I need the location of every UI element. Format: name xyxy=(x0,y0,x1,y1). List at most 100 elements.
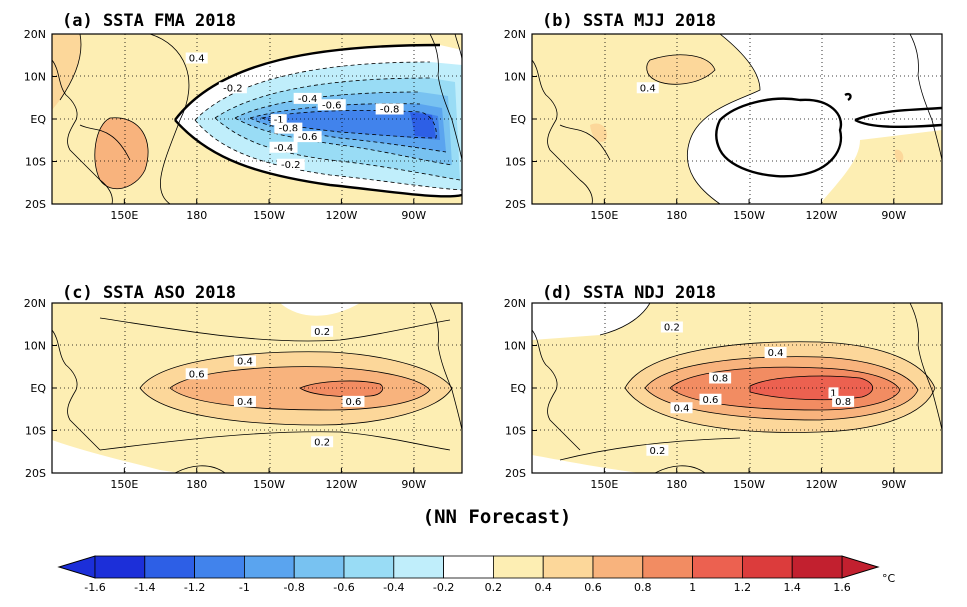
panel-d-lat-tick-label: EQ xyxy=(510,382,526,395)
colorbar-level-label: 0.6 xyxy=(584,581,602,594)
contour-label-bg xyxy=(276,158,305,170)
contour-label-bg xyxy=(828,387,839,399)
colorbar-level-label: -1 xyxy=(239,581,250,594)
contour-label: 0.2 xyxy=(314,327,330,338)
colorbar-swatch xyxy=(343,555,395,579)
contour-label: 0.4 xyxy=(768,348,784,359)
contour-label: -0.8 xyxy=(380,105,400,116)
contour-label: 0.6 xyxy=(346,397,362,408)
contour-label-bg xyxy=(293,131,322,143)
colorbar-low-arrow xyxy=(57,555,96,579)
contour-label-bg xyxy=(636,82,659,94)
panel-a-lat-tick-label: 20N xyxy=(24,28,46,41)
contour-label: 0.6 xyxy=(189,369,205,380)
colorbar-swatch xyxy=(542,555,594,579)
contour-label-bg xyxy=(832,395,855,407)
panel-d-lon-tick-label: 180 xyxy=(666,478,687,491)
panel-d-lon-tick-label: 90W xyxy=(881,478,906,491)
contour-label-bg xyxy=(709,372,732,384)
panel-a-lat-tick-label: EQ xyxy=(30,113,46,126)
contour-label-bg xyxy=(218,82,247,94)
contour-label-bg xyxy=(646,444,669,456)
panel-c-lat-tick-label: 20S xyxy=(25,467,46,480)
contour-label-bg xyxy=(342,395,365,407)
colorbar-level-label: -0.2 xyxy=(433,581,454,594)
contour-label: -1 xyxy=(274,115,284,126)
contour-label: -0.2 xyxy=(281,160,301,171)
panel-b-lon-tick-label: 180 xyxy=(666,209,687,222)
colorbar-swatch xyxy=(692,555,743,579)
panel-c-coastlines xyxy=(52,303,462,473)
forecast-caption: (NN Forecast) xyxy=(423,506,572,528)
panel-a-grid xyxy=(52,34,462,204)
contour-label-bg xyxy=(274,122,303,134)
panel-a-lon-tick-label: 150E xyxy=(110,209,138,222)
colorbar-unit-label: °C xyxy=(882,572,896,585)
panel-b-contours xyxy=(646,34,942,204)
contour-label: 0.2 xyxy=(649,446,665,457)
contour-label-bg xyxy=(233,355,256,367)
contour-label-bg xyxy=(270,114,287,126)
contour-label: 0.2 xyxy=(314,437,330,448)
panel-a-lon-tick-label: 120W xyxy=(325,209,357,222)
panel-b-lon-tick-label: 150E xyxy=(590,209,618,222)
panel-c xyxy=(51,302,463,474)
colorbar-swatch xyxy=(243,555,295,579)
colorbar-level-label: 0.4 xyxy=(534,581,552,594)
panel-b-lat-tick-label: 20S xyxy=(505,198,526,211)
panel-b-lat-tick-label: EQ xyxy=(510,113,526,126)
panel-d-title: (d) SSTA NDJ 2018 xyxy=(542,283,716,303)
panel-c-lat-tick-label: 20N xyxy=(24,297,46,310)
panel-a-lat-tick-label: 10N xyxy=(24,71,46,84)
colorbar-swatch xyxy=(393,555,444,579)
panel-c-lat-tick-label: 10S xyxy=(25,425,46,438)
panel-a-lon-tick-label: 90W xyxy=(401,209,426,222)
panel-a-lat-tick-label: 20S xyxy=(25,198,46,211)
contour-label-bg xyxy=(233,395,256,407)
contour-label: 1 xyxy=(830,388,836,399)
panel-b-lon-tick-label: 150W xyxy=(733,209,765,222)
contour-label: 0.6 xyxy=(703,395,719,406)
contour-label-bg xyxy=(699,393,722,405)
panel-b-coastlines xyxy=(532,34,942,204)
contour-label: 0.8 xyxy=(712,374,728,385)
contour-labels: 0.4-0.2-0.4-0.6 -0.8-1-0.8-0.6-0.4-0.20.4… xyxy=(185,52,855,457)
panel-d-grid xyxy=(532,303,942,473)
colorbar-swatch xyxy=(642,555,693,579)
panel-d-lat-tick-label: 20N xyxy=(504,297,526,310)
panel-d-lat-tick-label: 10S xyxy=(505,425,526,438)
colorbar-level-label: 1.6 xyxy=(833,581,851,594)
contour-label: -0.6 xyxy=(298,132,318,143)
colorbar-swatch xyxy=(742,555,793,579)
colorbar-swatch xyxy=(443,555,494,579)
colorbar-level-label: 1.4 xyxy=(783,581,801,594)
contour-label: -0.4 xyxy=(274,143,294,154)
colorbar-level-label: -1.6 xyxy=(84,581,105,594)
panel-d-lat-tick-label: 10N xyxy=(504,340,526,353)
contour-label: 0.4 xyxy=(237,357,253,368)
contour-label: -0.8 xyxy=(279,124,299,135)
colorbar-swatch xyxy=(94,555,146,579)
contour-label: 0.4 xyxy=(237,397,253,408)
panel-a-field xyxy=(52,34,462,204)
panel-c-lat-tick-label: EQ xyxy=(30,382,46,395)
panel-c-grid xyxy=(52,303,462,473)
colorbar-high-arrow xyxy=(841,555,880,579)
panel-c-title: (c) SSTA ASO 2018 xyxy=(62,283,236,303)
contour-label: 0.2 xyxy=(664,323,680,334)
colorbar-level-label: -1.2 xyxy=(184,581,205,594)
contour-label-bg xyxy=(311,325,334,337)
colorbar-swatch xyxy=(592,555,644,579)
colorbar: -1.6 -1.4 -1.2 -1 -0.8 -0.6 -0.4 -0.2 0.2 0.4 0.6 0… xyxy=(57,555,896,594)
colorbar-level-label: -0.8 xyxy=(283,581,304,594)
contour-label-bg xyxy=(317,99,346,111)
panel-d-lon-tick-label: 150W xyxy=(733,478,765,491)
panel-c-field xyxy=(52,303,462,473)
colorbar-level-label: 0.2 xyxy=(485,581,503,594)
colorbar-swatch xyxy=(492,555,544,579)
panel-b-grid xyxy=(532,34,942,204)
contour-label-bg xyxy=(311,436,334,448)
contour-label: -0.6 xyxy=(322,100,342,111)
panel-b-lon-tick-label: 90W xyxy=(881,209,906,222)
colorbar-level-label: -0.4 xyxy=(383,581,404,594)
